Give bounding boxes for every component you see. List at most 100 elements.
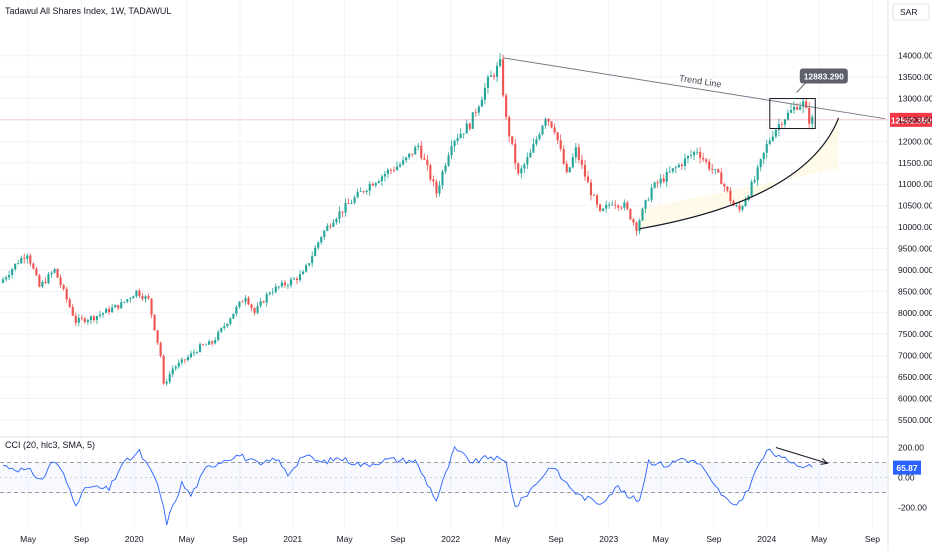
candle-body[interactable] xyxy=(35,268,38,276)
candle[interactable] xyxy=(150,298,153,319)
candle-body[interactable] xyxy=(171,368,174,375)
candle-body[interactable] xyxy=(383,173,386,177)
candle[interactable] xyxy=(229,316,232,326)
candle-body[interactable] xyxy=(641,208,644,221)
candle-body[interactable] xyxy=(432,179,435,182)
candle[interactable] xyxy=(629,208,632,221)
candle[interactable] xyxy=(29,253,32,267)
candle-body[interactable] xyxy=(765,144,768,153)
candle-body[interactable] xyxy=(302,271,305,275)
candle-body[interactable] xyxy=(650,187,653,200)
candle[interactable] xyxy=(656,180,659,188)
candle[interactable] xyxy=(256,302,259,315)
candle-body[interactable] xyxy=(211,341,214,344)
candle[interactable] xyxy=(226,323,229,329)
candle[interactable] xyxy=(486,74,490,94)
candle[interactable] xyxy=(305,263,308,273)
candle[interactable] xyxy=(201,343,205,346)
candle-body[interactable] xyxy=(529,152,532,158)
candle-body[interactable] xyxy=(53,268,56,273)
candle-body[interactable] xyxy=(662,178,665,182)
candle[interactable] xyxy=(126,298,129,304)
candle[interactable] xyxy=(402,156,405,166)
candle-body[interactable] xyxy=(602,208,605,211)
candle[interactable] xyxy=(423,153,426,161)
cci-pane[interactable]: 65.87 xyxy=(0,445,921,526)
candle-body[interactable] xyxy=(696,151,699,153)
candle-body[interactable] xyxy=(459,133,462,139)
candle[interactable] xyxy=(56,268,59,278)
candle-body[interactable] xyxy=(238,301,241,307)
candle-body[interactable] xyxy=(492,75,496,77)
candle-body[interactable] xyxy=(168,374,171,382)
candle-body[interactable] xyxy=(465,123,468,134)
candle[interactable] xyxy=(380,174,383,186)
candle-body[interactable] xyxy=(614,204,617,206)
candle-body[interactable] xyxy=(186,357,189,361)
candle[interactable] xyxy=(298,269,302,283)
candle-body[interactable] xyxy=(262,301,265,303)
candle[interactable] xyxy=(796,102,799,111)
candle[interactable] xyxy=(123,301,126,304)
peak-callout[interactable] xyxy=(799,68,848,84)
candle-body[interactable] xyxy=(632,219,635,223)
cci-line[interactable] xyxy=(2,445,813,526)
candle-body[interactable] xyxy=(796,106,799,110)
candle-body[interactable] xyxy=(344,203,347,213)
candle[interactable] xyxy=(420,140,423,161)
candle[interactable] xyxy=(223,322,226,331)
candle[interactable] xyxy=(411,153,414,158)
candle[interactable] xyxy=(517,162,520,176)
candle-body[interactable] xyxy=(802,101,805,107)
candle-body[interactable] xyxy=(647,199,650,201)
candle[interactable] xyxy=(141,292,144,301)
candle[interactable] xyxy=(329,223,332,230)
candle[interactable] xyxy=(20,255,23,265)
candle-body[interactable] xyxy=(486,76,490,88)
candle[interactable] xyxy=(653,181,656,189)
candle[interactable] xyxy=(595,193,599,208)
candle[interactable] xyxy=(198,341,202,353)
candle-body[interactable] xyxy=(468,123,471,129)
candle[interactable] xyxy=(720,167,723,185)
candle-body[interactable] xyxy=(14,263,17,270)
candle-body[interactable] xyxy=(611,204,614,206)
candle[interactable] xyxy=(550,121,553,129)
candle[interactable] xyxy=(389,168,393,175)
candle[interactable] xyxy=(168,371,171,385)
candle[interactable] xyxy=(117,304,120,311)
candle-body[interactable] xyxy=(32,263,35,269)
candle[interactable] xyxy=(508,115,511,143)
candle[interactable] xyxy=(268,291,271,296)
candle-body[interactable] xyxy=(23,258,26,259)
candle-body[interactable] xyxy=(608,204,611,206)
candle-body[interactable] xyxy=(635,222,638,231)
candle-body[interactable] xyxy=(101,312,105,315)
candle[interactable] xyxy=(241,299,244,303)
candle-body[interactable] xyxy=(362,191,365,193)
candle-body[interactable] xyxy=(83,318,86,323)
candle[interactable] xyxy=(580,154,583,170)
candle[interactable] xyxy=(356,188,359,199)
candle-body[interactable] xyxy=(735,205,738,207)
candle-body[interactable] xyxy=(135,290,138,297)
candle[interactable] xyxy=(511,136,514,146)
candle-body[interactable] xyxy=(56,268,59,278)
candle[interactable] xyxy=(453,139,456,152)
candle-body[interactable] xyxy=(423,157,426,160)
candle[interactable] xyxy=(638,218,641,235)
candle[interactable] xyxy=(668,166,671,174)
candle[interactable] xyxy=(347,198,350,204)
candle[interactable] xyxy=(174,365,177,372)
candle[interactable] xyxy=(689,150,693,159)
candle-body[interactable] xyxy=(620,207,623,209)
candle-body[interactable] xyxy=(235,306,238,314)
candle[interactable] xyxy=(353,195,356,205)
candle-body[interactable] xyxy=(714,169,717,171)
candle[interactable] xyxy=(159,341,162,358)
candle-body[interactable] xyxy=(17,263,20,265)
candle-body[interactable] xyxy=(353,197,356,203)
candle[interactable] xyxy=(362,190,365,194)
candle-body[interactable] xyxy=(659,178,662,184)
candle[interactable] xyxy=(323,229,326,241)
